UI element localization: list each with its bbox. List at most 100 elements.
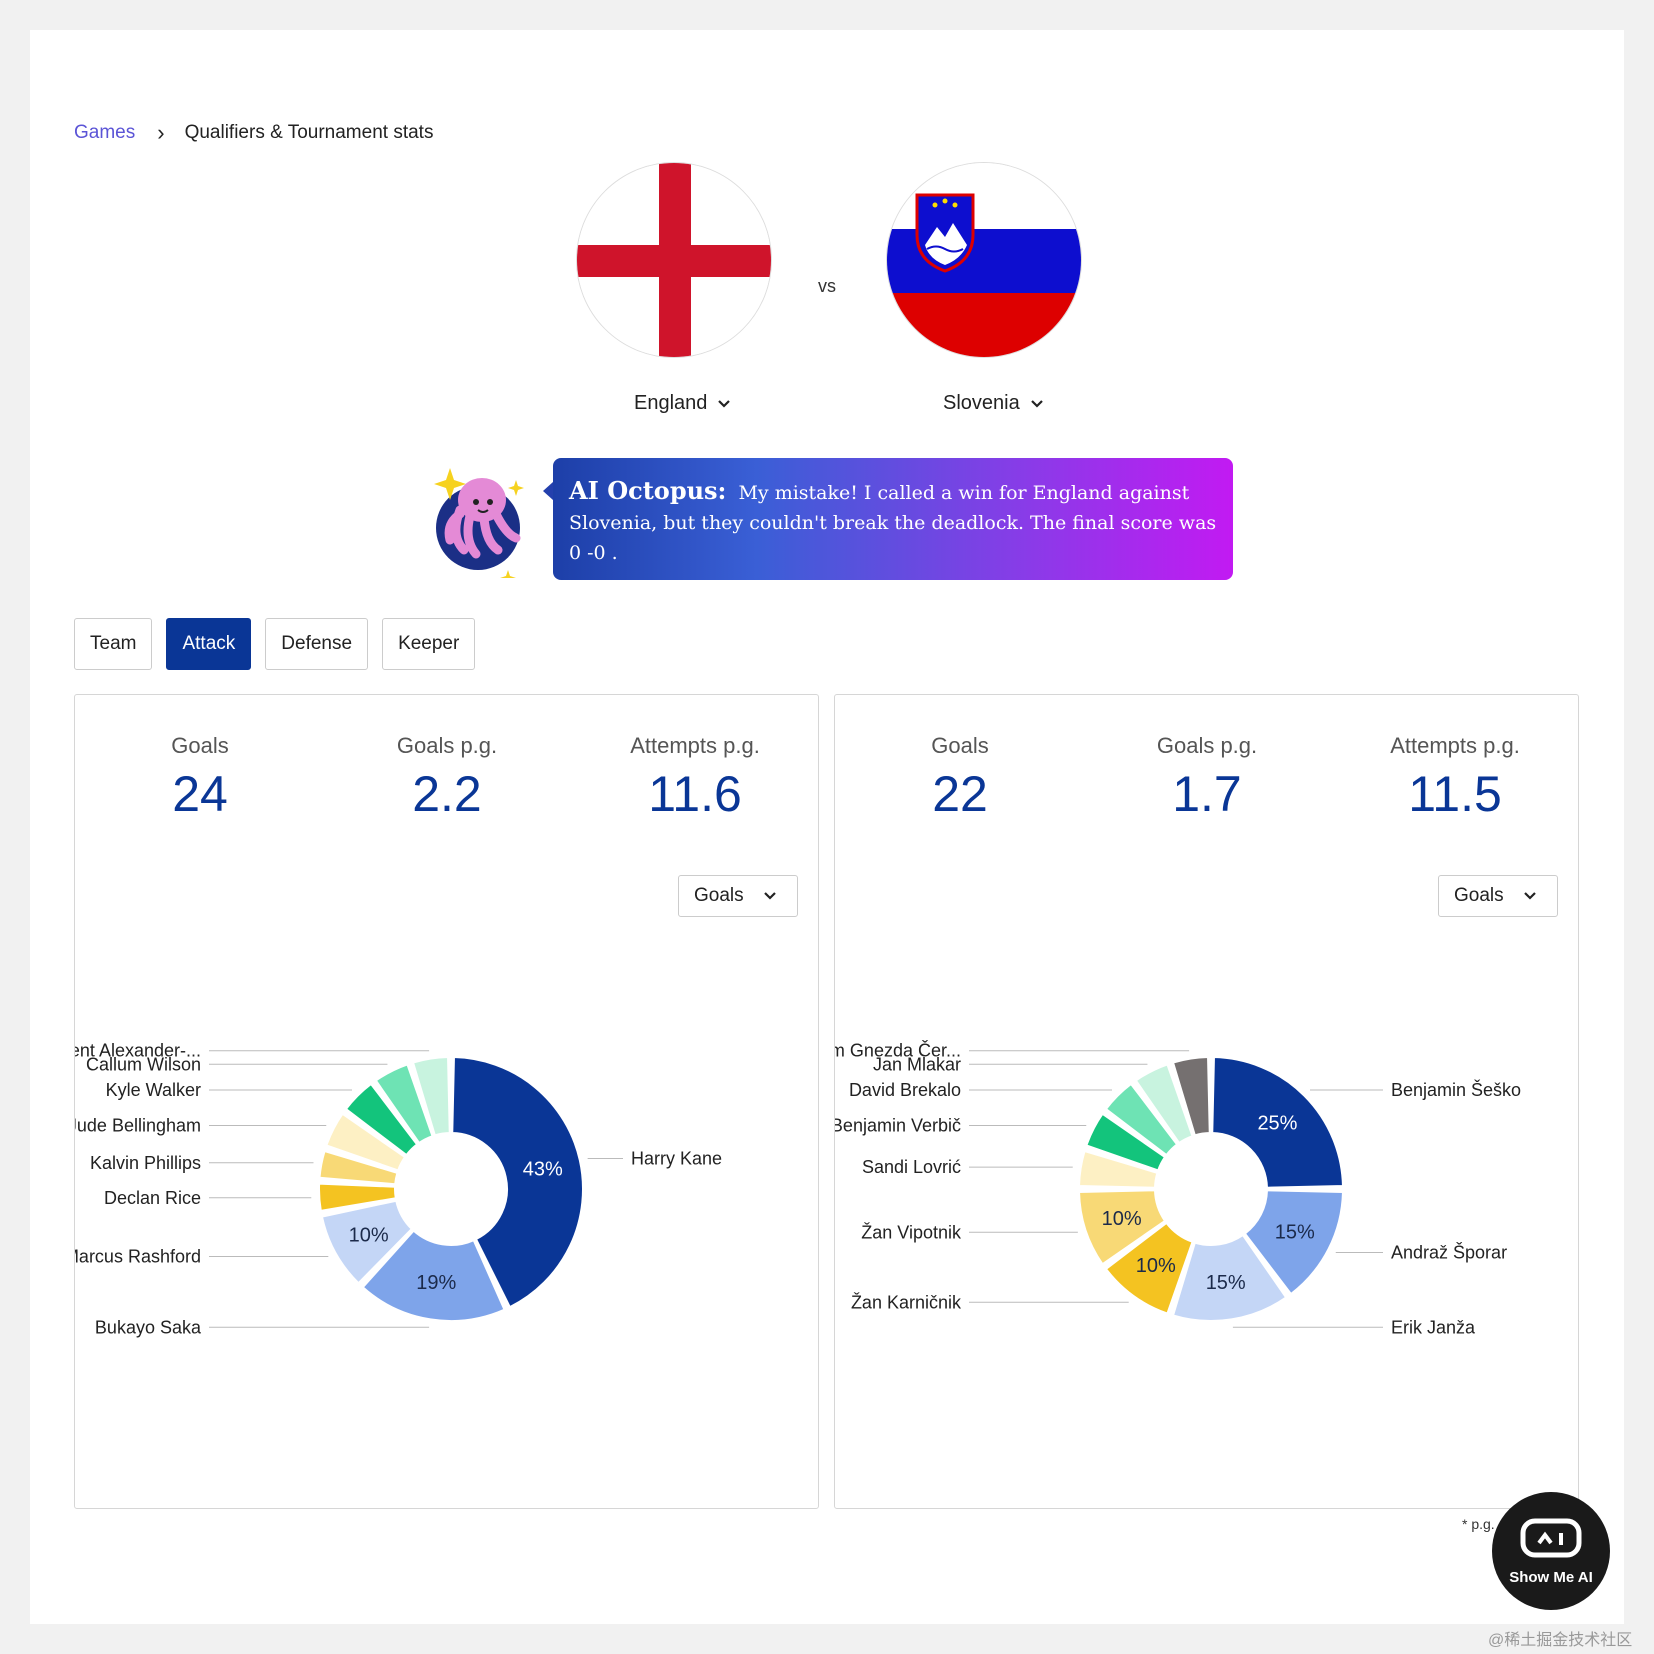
stat-goals-pg: Goals p.g. 1.7 bbox=[1097, 733, 1317, 823]
slice-name-label: Benjamin Šeško bbox=[1391, 1079, 1521, 1100]
chevron-down-icon bbox=[764, 892, 776, 900]
slice-name-label: Adam Gnezda Čer... bbox=[835, 1040, 961, 1061]
stat-label: Goals p.g. bbox=[1156, 733, 1258, 758]
slice-value-label: 25% bbox=[1257, 1113, 1297, 1135]
stat-goals: Goals 24 bbox=[90, 733, 310, 823]
ai-octopus-message: AI Octopus: My mistake! I called a win f… bbox=[543, 458, 1233, 580]
slice-name-label: Erik Janža bbox=[1391, 1317, 1476, 1337]
octopus-icon bbox=[432, 458, 528, 586]
tab-defense[interactable]: Defense bbox=[265, 618, 369, 670]
slice-name-label: Kalvin Phillips bbox=[90, 1153, 201, 1173]
slice-name-label: Jude Bellingham bbox=[75, 1115, 201, 1135]
donut-slice[interactable] bbox=[325, 1112, 406, 1172]
slice-value-label: 15% bbox=[1206, 1272, 1246, 1294]
slovenia-flag-icon bbox=[887, 163, 1081, 357]
slice-name-label: Declan Rice bbox=[104, 1188, 201, 1208]
slice-name-label: David Brekalo bbox=[849, 1080, 961, 1100]
stat-value: 2.2 bbox=[412, 766, 482, 822]
donut-slice[interactable] bbox=[361, 1229, 506, 1322]
chevron-down-icon bbox=[1030, 399, 1043, 408]
slice-name-label: Andraž Šporar bbox=[1391, 1242, 1507, 1263]
slice-value-label: 15% bbox=[1275, 1222, 1315, 1244]
away-team-select[interactable]: Slovenia bbox=[943, 392, 1044, 415]
donut-slice[interactable] bbox=[451, 1056, 584, 1309]
stat-label: Attempts p.g. bbox=[1390, 733, 1520, 758]
stat-value: 11.5 bbox=[1408, 766, 1502, 822]
slice-name-label: Trent Alexander-... bbox=[75, 1041, 201, 1061]
slice-value-label: 10% bbox=[349, 1224, 389, 1246]
slice-value-label: 43% bbox=[523, 1158, 563, 1180]
chevron-down-icon bbox=[1524, 892, 1536, 900]
stat-value: 1.7 bbox=[1172, 766, 1242, 822]
metric-select-label: Goals bbox=[1454, 885, 1504, 906]
donut-slice[interactable] bbox=[1085, 1112, 1166, 1172]
stat-label: Goals bbox=[931, 733, 989, 758]
donut-slice[interactable] bbox=[412, 1056, 451, 1137]
donut-slice[interactable] bbox=[1211, 1056, 1344, 1189]
stat-attempts-pg: Attempts p.g. 11.5 bbox=[1345, 733, 1565, 823]
show-me-ai-logo: Show Me AI bbox=[1492, 1492, 1610, 1610]
logo-text: Show Me AI bbox=[1509, 1568, 1593, 1586]
slovenia-flag bbox=[886, 162, 1082, 358]
england-flag bbox=[576, 162, 772, 358]
slovenia-goals-donut-chart: 25% Benjamin Šeško 15% Andraž Šporar 15% Erik… bbox=[835, 1040, 1521, 1338]
slice-value-label: 19% bbox=[416, 1272, 456, 1294]
ai-octopus-title: AI Octopus: bbox=[569, 476, 727, 505]
chevron-down-icon bbox=[718, 399, 731, 408]
slice-name-label: Marcus Rashford bbox=[75, 1246, 201, 1266]
vs-label: vs bbox=[818, 276, 836, 296]
stat-attempts-pg: Attempts p.g. 11.6 bbox=[585, 733, 805, 823]
england-attack-panel: Goals 24 Goals p.g. 2.2 Attempts p.g. 11… bbox=[74, 694, 819, 1509]
tab-keeper[interactable]: Keeper bbox=[382, 618, 476, 670]
stat-tabs: Team Attack Defense Keeper bbox=[74, 618, 476, 670]
stat-label: Goals p.g. bbox=[396, 733, 498, 758]
slovenia-attack-panel: Goals 22 Goals p.g. 1.7 Attempts p.g. 11… bbox=[834, 694, 1579, 1509]
stat-label: Attempts p.g. bbox=[630, 733, 760, 758]
stat-value: 22 bbox=[932, 766, 988, 822]
tab-attack[interactable]: Attack bbox=[166, 618, 252, 670]
donut-slice[interactable] bbox=[1078, 1189, 1166, 1266]
slice-name-label: Jan Mlakar bbox=[873, 1054, 961, 1074]
donut-slice[interactable] bbox=[1134, 1063, 1194, 1144]
metric-select[interactable]: Goals bbox=[678, 875, 798, 917]
metric-select-label: Goals bbox=[694, 885, 744, 906]
donut-slice[interactable] bbox=[1104, 1082, 1179, 1157]
home-team-select[interactable]: England bbox=[634, 392, 731, 415]
donut-slice[interactable] bbox=[1104, 1221, 1194, 1315]
donut-slice[interactable] bbox=[318, 1182, 397, 1212]
stat-value: 11.6 bbox=[648, 766, 742, 822]
england-flag-icon bbox=[577, 163, 771, 357]
slice-value-label: 10% bbox=[1102, 1208, 1142, 1230]
metric-select[interactable]: Goals bbox=[1438, 875, 1558, 917]
breadcrumb-games-link[interactable]: Games bbox=[74, 122, 136, 143]
breadcrumb: Games › Qualifiers & Tournament stats bbox=[74, 120, 433, 146]
donut-slice[interactable] bbox=[344, 1082, 419, 1157]
slice-name-label: Benjamin Verbič bbox=[835, 1115, 961, 1135]
slice-value-label: 10% bbox=[1136, 1255, 1176, 1277]
chevron-right-icon: › bbox=[157, 120, 165, 145]
donut-slice[interactable] bbox=[1172, 1056, 1211, 1137]
breadcrumb-current: Qualifiers & Tournament stats bbox=[184, 122, 434, 143]
stat-label: Goals bbox=[171, 733, 229, 758]
donut-slice[interactable] bbox=[374, 1063, 434, 1144]
slice-name-label: Žan Vipotnik bbox=[861, 1222, 962, 1242]
slice-name-label: Kyle Walker bbox=[106, 1080, 201, 1100]
donut-slice[interactable] bbox=[1172, 1234, 1288, 1322]
stat-value: 24 bbox=[172, 766, 228, 822]
watermark: @稀土掘金技术社区 bbox=[1488, 1632, 1633, 1649]
stat-goals: Goals 22 bbox=[850, 733, 1070, 823]
tab-team[interactable]: Team bbox=[74, 618, 153, 670]
slice-name-label: Sandi Lovrić bbox=[862, 1157, 961, 1177]
donut-slice[interactable] bbox=[318, 1150, 399, 1186]
donut-slice[interactable] bbox=[320, 1199, 413, 1285]
england-goals-donut-chart: 43% Harry Kane 19% Bukayo Saka 10% Marcus Ras… bbox=[75, 1041, 722, 1338]
slice-name-label: Callum Wilson bbox=[86, 1054, 201, 1074]
slice-name-label: Žan Karničnik bbox=[851, 1292, 962, 1312]
donut-slice[interactable] bbox=[1243, 1189, 1344, 1296]
robot-icon bbox=[1520, 1518, 1582, 1557]
home-team-label: England bbox=[634, 392, 708, 414]
away-team-label: Slovenia bbox=[943, 392, 1020, 414]
footnote: * p.g. bbox=[1462, 1516, 1495, 1532]
slice-name-label: Bukayo Saka bbox=[95, 1317, 202, 1337]
donut-slice[interactable] bbox=[1078, 1150, 1159, 1189]
